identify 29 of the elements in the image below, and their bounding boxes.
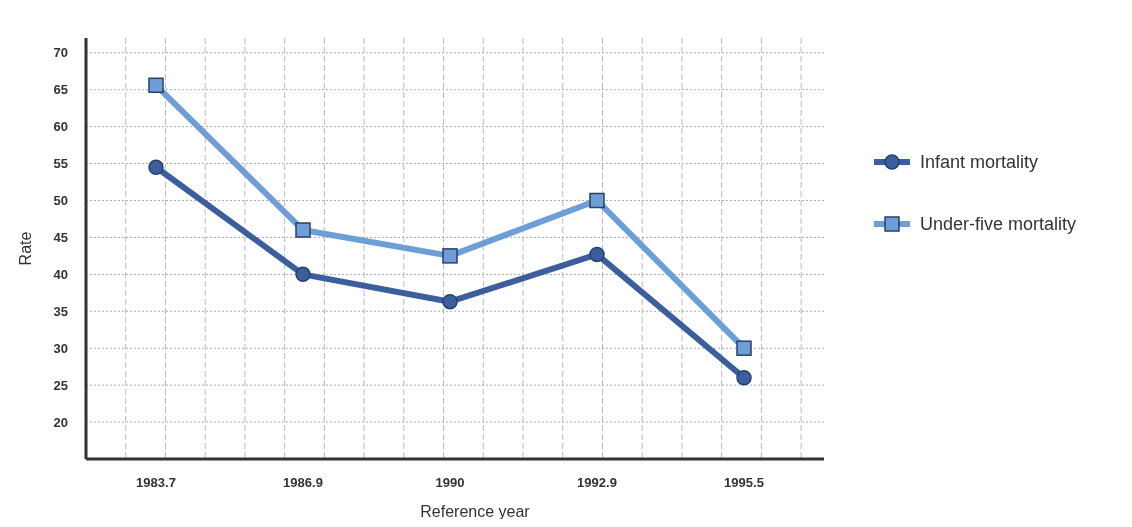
- y-tick-label: 55: [53, 156, 68, 172]
- legend-label: Under-five mortality: [920, 214, 1077, 235]
- x-tick-label: 1986.9: [283, 475, 323, 490]
- y-axis-title: Rate: [17, 231, 34, 266]
- point: [442, 248, 458, 264]
- point: [442, 293, 458, 310]
- x-tick-label: 1995.5: [724, 475, 764, 490]
- x-tick-label: 1990: [435, 475, 465, 490]
- x-tick-label: 1983.7: [136, 475, 176, 490]
- point: [295, 222, 311, 238]
- y-tick-label: 30: [53, 340, 68, 356]
- point: [736, 340, 752, 356]
- y-tick-label: 70: [53, 45, 68, 61]
- y-tick-label: 65: [53, 82, 68, 98]
- y-tick-label: 25: [53, 377, 68, 393]
- point: [295, 266, 311, 283]
- y-tick-label: 40: [53, 266, 68, 282]
- point: [148, 159, 164, 175]
- legend-label: Infant mortality: [920, 152, 1039, 173]
- y-tick-label: 50: [53, 193, 68, 209]
- point: [589, 192, 605, 209]
- y-tick-label: 45: [53, 229, 68, 245]
- y-tick-label: 60: [53, 119, 68, 135]
- point: [589, 246, 605, 263]
- y-tick-label: 35: [53, 303, 68, 319]
- x-tick-label: 1992.9: [577, 475, 617, 490]
- point: [148, 77, 164, 94]
- y-tick-label: 20: [53, 414, 68, 430]
- point: [736, 370, 752, 386]
